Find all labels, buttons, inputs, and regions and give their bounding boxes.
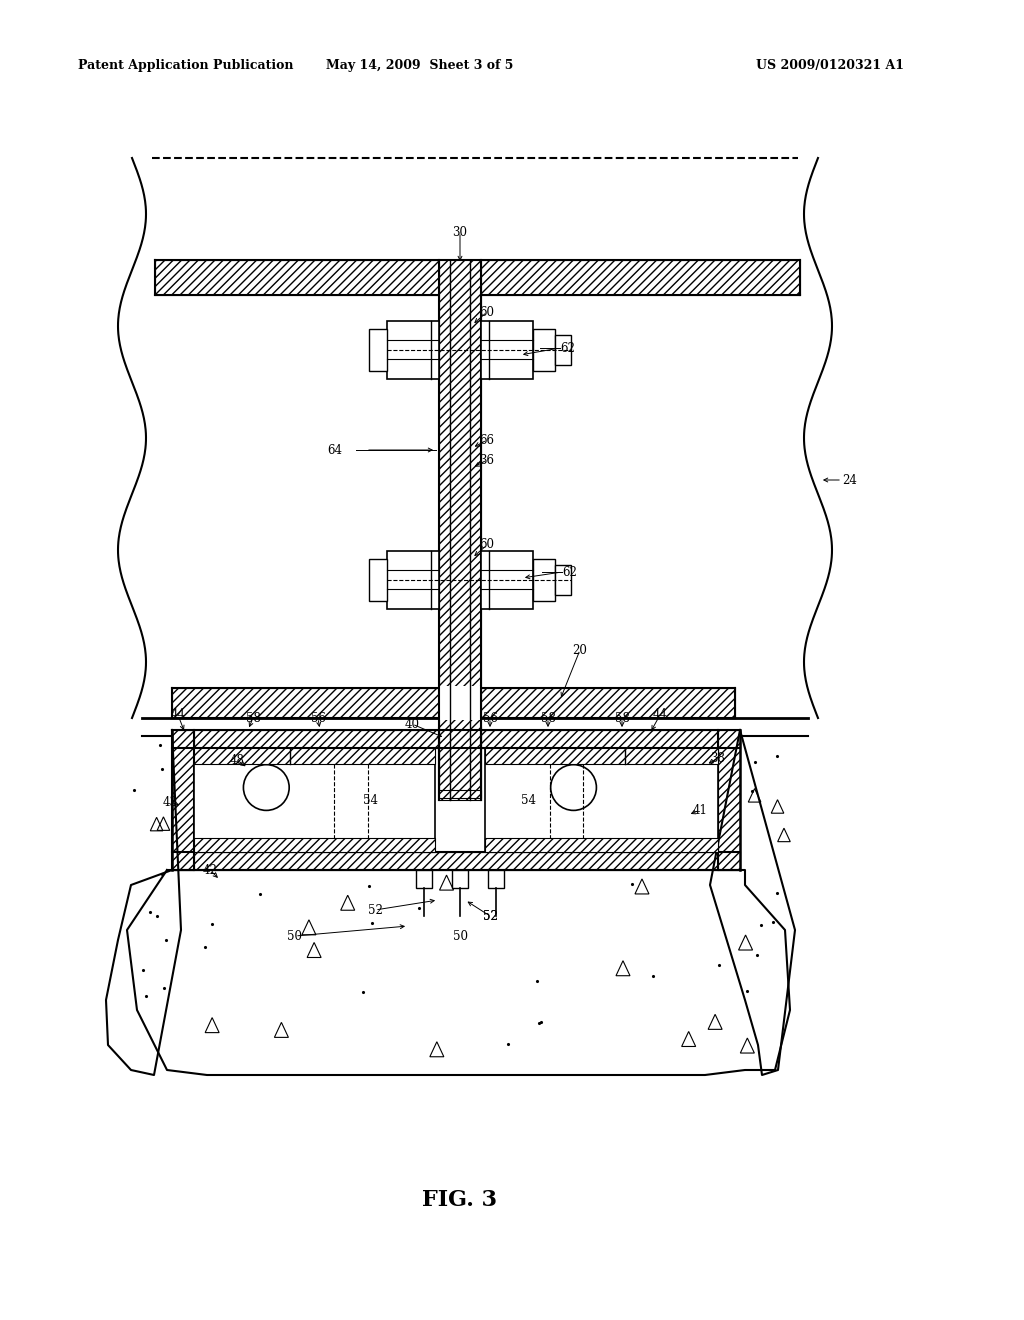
Text: Patent Application Publication: Patent Application Publication <box>78 58 294 71</box>
Bar <box>172 730 740 748</box>
Text: 56: 56 <box>310 711 326 725</box>
Bar <box>369 329 387 371</box>
Text: 56: 56 <box>482 711 498 725</box>
Text: 48: 48 <box>229 754 245 767</box>
Polygon shape <box>106 730 181 1074</box>
Text: 52: 52 <box>368 903 382 916</box>
Text: 30: 30 <box>453 226 468 239</box>
Polygon shape <box>710 730 795 1074</box>
Bar <box>555 565 571 595</box>
Bar <box>485 838 718 851</box>
Bar <box>387 550 439 609</box>
Text: May 14, 2009  Sheet 3 of 5: May 14, 2009 Sheet 3 of 5 <box>327 58 514 71</box>
Text: 40: 40 <box>404 718 420 730</box>
Text: 52: 52 <box>482 909 498 923</box>
Bar <box>534 329 555 371</box>
Bar <box>194 748 435 764</box>
Text: 54: 54 <box>362 793 378 807</box>
Bar <box>172 851 740 870</box>
Bar <box>439 789 481 799</box>
Bar <box>485 748 718 851</box>
Bar <box>555 335 571 366</box>
Bar <box>452 870 468 888</box>
Bar <box>485 748 718 764</box>
Text: 44: 44 <box>171 709 185 722</box>
Bar <box>155 260 800 294</box>
Text: 58: 58 <box>246 711 260 725</box>
Text: 41: 41 <box>692 804 708 817</box>
Bar <box>172 688 735 718</box>
Text: 38: 38 <box>711 751 725 764</box>
Bar <box>439 686 481 719</box>
Text: 36: 36 <box>479 454 495 466</box>
Text: 20: 20 <box>572 644 588 656</box>
Text: 60: 60 <box>479 305 495 318</box>
Text: 60: 60 <box>479 539 495 552</box>
Text: 58: 58 <box>614 711 630 725</box>
Text: 62: 62 <box>562 565 577 578</box>
Text: FIG. 3: FIG. 3 <box>423 1189 498 1210</box>
Text: 52: 52 <box>482 909 498 923</box>
Polygon shape <box>127 870 790 1074</box>
Bar <box>439 260 481 800</box>
Bar <box>534 558 555 601</box>
Bar <box>718 730 740 870</box>
Text: 50: 50 <box>453 929 468 942</box>
Text: 58: 58 <box>541 711 555 725</box>
Bar <box>194 838 435 851</box>
Bar <box>488 870 504 888</box>
Text: 24: 24 <box>842 474 857 487</box>
Text: 50: 50 <box>288 929 302 942</box>
Bar <box>172 730 194 870</box>
Text: 42: 42 <box>203 863 217 876</box>
Bar <box>369 558 387 601</box>
Text: 44: 44 <box>652 709 668 722</box>
Bar <box>387 321 439 379</box>
Bar <box>194 748 435 851</box>
Bar <box>481 321 534 379</box>
Text: 64: 64 <box>328 444 342 457</box>
Text: 66: 66 <box>479 433 495 446</box>
Text: 43: 43 <box>163 796 177 808</box>
Text: 62: 62 <box>560 342 574 355</box>
Text: US 2009/0120321 A1: US 2009/0120321 A1 <box>756 58 904 71</box>
Text: 54: 54 <box>520 793 536 807</box>
Bar <box>481 550 534 609</box>
Bar <box>416 870 432 888</box>
